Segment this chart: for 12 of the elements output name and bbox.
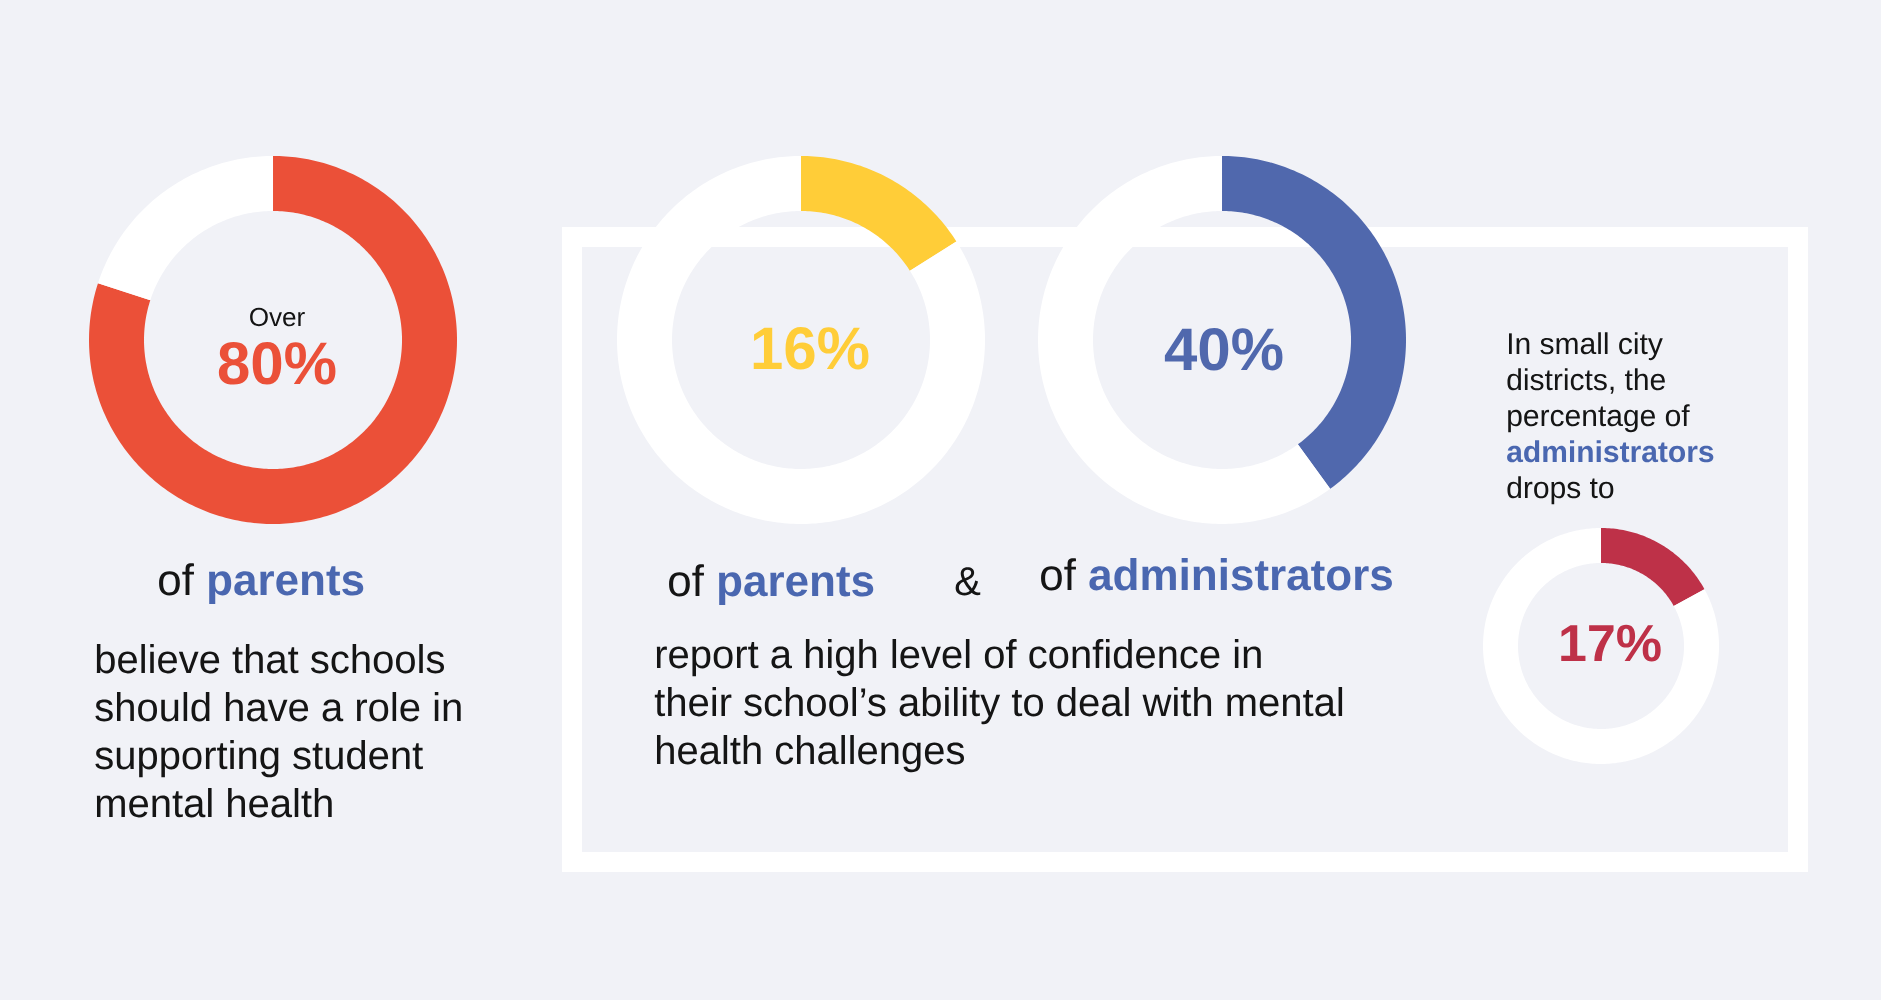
text: In small city districts, the percentage of administrators drops to bbox=[1507, 332, 1714, 505]
text: report a high level of confidence in their school’s ability to deal with mental health challenges bbox=[654, 639, 1343, 773]
text: Over bbox=[250, 307, 305, 327]
text: believe that schools should have a role in supporting student mental health bbox=[95, 644, 461, 818]
text: 80% bbox=[218, 342, 336, 385]
text: & bbox=[955, 567, 981, 596]
text: 17% bbox=[1561, 624, 1661, 662]
text: of parents bbox=[159, 563, 364, 605]
text: 16% bbox=[753, 327, 869, 370]
text: 40% bbox=[1164, 328, 1283, 371]
text: of administrators bbox=[1041, 558, 1392, 591]
text: of parents bbox=[669, 564, 874, 606]
